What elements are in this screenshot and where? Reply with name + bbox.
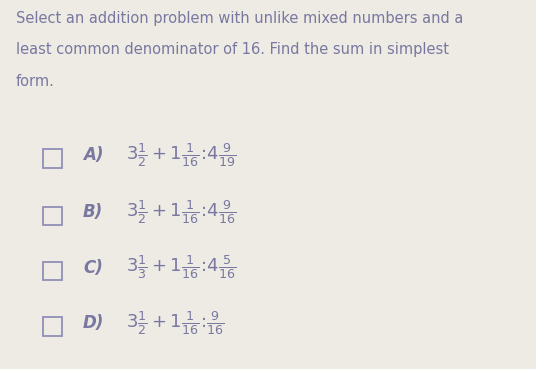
- Text: C): C): [83, 259, 103, 276]
- Bar: [43, 262, 62, 280]
- Text: D): D): [83, 314, 105, 332]
- Text: least common denominator of 16. Find the sum in simplest: least common denominator of 16. Find the…: [16, 42, 449, 58]
- Bar: [43, 317, 62, 336]
- Text: Select an addition problem with unlike mixed numbers and a: Select an addition problem with unlike m…: [16, 11, 464, 26]
- Text: $3\frac{1}{2} + 1\frac{1}{16}\!:\!4\frac{9}{19}$: $3\frac{1}{2} + 1\frac{1}{16}\!:\!4\frac…: [126, 141, 236, 169]
- Bar: [43, 149, 62, 168]
- Bar: [43, 207, 62, 225]
- Text: $3\frac{1}{2} + 1\frac{1}{16}\!:\!4\frac{9}{16}$: $3\frac{1}{2} + 1\frac{1}{16}\!:\!4\frac…: [126, 198, 236, 226]
- Text: B): B): [83, 203, 103, 221]
- Text: $3\frac{1}{2} + 1\frac{1}{16}\!:\!\frac{9}{16}$: $3\frac{1}{2} + 1\frac{1}{16}\!:\!\frac{…: [126, 309, 225, 337]
- Text: form.: form.: [16, 74, 55, 89]
- Text: A): A): [83, 146, 103, 164]
- Text: $3\frac{1}{3} + 1\frac{1}{16}\!:\!4\frac{5}{16}$: $3\frac{1}{3} + 1\frac{1}{16}\!:\!4\frac…: [126, 254, 236, 282]
